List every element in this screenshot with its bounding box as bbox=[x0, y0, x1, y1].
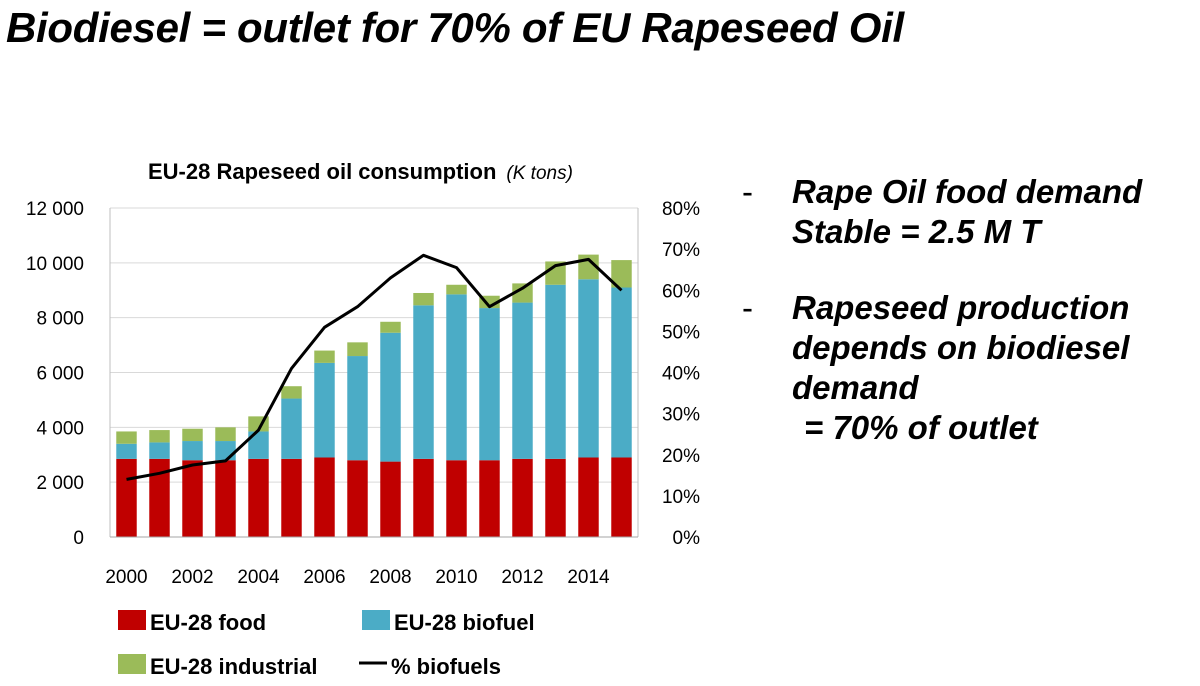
bar-eu-28-food bbox=[215, 460, 236, 537]
bar-eu-28-industrial bbox=[413, 292, 434, 306]
bar-eu-28-biofuel bbox=[578, 279, 599, 458]
bar-eu-28-industrial bbox=[611, 260, 632, 288]
y-tick-label: 6 000 bbox=[36, 364, 84, 385]
y2-tick-label: 30% bbox=[662, 405, 700, 426]
legend-label: EU-28 food bbox=[150, 610, 266, 635]
bullet-line: Stable = 2.5 M T bbox=[792, 213, 1041, 250]
bar-eu-28-biofuel bbox=[347, 356, 368, 461]
bullet-dash: - bbox=[742, 173, 753, 210]
bullet-dash: - bbox=[742, 289, 753, 326]
bar-eu-28-biofuel bbox=[611, 287, 632, 458]
bullet-line: Rapeseed production bbox=[792, 289, 1130, 326]
bar-eu-28-industrial bbox=[149, 430, 170, 443]
bar-eu-28-industrial bbox=[446, 284, 467, 295]
chart-title-text: EU-28 Rapeseed oil consumption bbox=[148, 159, 496, 184]
bar-eu-28-food bbox=[380, 461, 401, 537]
y2-tick-label: 60% bbox=[662, 281, 700, 302]
bar-eu-28-food bbox=[611, 457, 632, 537]
y2-tick-label: 80% bbox=[662, 199, 700, 220]
x-tick-label: 2012 bbox=[501, 567, 543, 588]
bar-eu-28-food bbox=[149, 458, 170, 537]
bar-eu-28-industrial bbox=[347, 342, 368, 357]
y-tick-label: 8 000 bbox=[36, 309, 84, 330]
bar-eu-28-food bbox=[545, 458, 566, 537]
y2-tick-label: 70% bbox=[662, 240, 700, 261]
bullet-line: demand bbox=[792, 369, 919, 406]
bar-eu-28-industrial bbox=[116, 431, 137, 444]
y2-tick-label: 10% bbox=[662, 487, 700, 508]
y2-tick-label: 20% bbox=[662, 446, 700, 467]
bar-eu-28-industrial bbox=[314, 350, 335, 363]
bar-eu-28-food bbox=[314, 457, 335, 537]
bar-eu-28-biofuel bbox=[281, 398, 302, 459]
bar-eu-28-biofuel bbox=[149, 442, 170, 459]
legend-swatch-eu-28-industrial bbox=[118, 654, 146, 674]
y2-tick-label: 40% bbox=[662, 364, 700, 385]
x-tick-label: 2000 bbox=[105, 567, 147, 588]
y2-tick-label: 0% bbox=[673, 528, 701, 549]
bar-eu-28-food bbox=[578, 457, 599, 537]
legend-label: EU-28 biofuel bbox=[394, 610, 535, 635]
bullet-line: = 70% of outlet bbox=[804, 409, 1038, 446]
bullet-line: Rape Oil food demand bbox=[792, 173, 1143, 210]
bar-eu-28-industrial bbox=[281, 386, 302, 399]
legend-swatch-eu-28-biofuel bbox=[362, 610, 390, 630]
y-tick-label: 4 000 bbox=[36, 418, 84, 439]
line-biofuel-share bbox=[126, 253, 623, 481]
bar-eu-28-food bbox=[413, 458, 434, 537]
x-tick-label: 2010 bbox=[435, 567, 477, 588]
bar-eu-28-biofuel bbox=[182, 441, 203, 461]
bar-eu-28-biofuel bbox=[512, 302, 533, 459]
x-tick-label: 2002 bbox=[171, 567, 213, 588]
legend-label: % biofuels bbox=[391, 654, 501, 679]
bar-eu-28-biofuel bbox=[545, 284, 566, 459]
y-tick-label: 10 000 bbox=[26, 254, 84, 275]
x-tick-label: 2006 bbox=[303, 567, 345, 588]
bar-eu-28-biofuel bbox=[479, 308, 500, 461]
x-tick-label: 2014 bbox=[567, 567, 610, 588]
y-tick-label: 12 000 bbox=[26, 199, 84, 220]
bullet-food-demand: - Rape Oil food demand Stable = 2.5 M T bbox=[742, 172, 1197, 252]
bar-eu-28-biofuel bbox=[446, 294, 467, 461]
bar-eu-28-biofuel bbox=[314, 362, 335, 458]
bar-eu-28-biofuel bbox=[380, 332, 401, 462]
bullet-list: - Rape Oil food demand Stable = 2.5 M T … bbox=[742, 172, 1197, 484]
y-tick-label: 2 000 bbox=[36, 473, 84, 494]
bar-eu-28-biofuel bbox=[116, 443, 137, 459]
bar-eu-28-industrial bbox=[512, 283, 533, 303]
bar-eu-28-food bbox=[281, 458, 302, 537]
bar-eu-28-biofuel bbox=[413, 305, 434, 459]
bar-eu-28-industrial bbox=[182, 428, 203, 442]
chart-title: EU-28 Rapeseed oil consumption (K tons) bbox=[148, 159, 573, 184]
bar-eu-28-food bbox=[446, 460, 467, 537]
bullet-production: - Rapeseed production depends on biodies… bbox=[742, 288, 1197, 448]
bar-eu-28-food bbox=[347, 460, 368, 537]
bar-eu-28-industrial bbox=[380, 321, 401, 333]
bar-eu-28-food bbox=[248, 458, 269, 537]
bullet-line: depends on biodiesel bbox=[792, 329, 1130, 366]
bar-eu-28-food bbox=[116, 458, 137, 537]
bar-eu-28-industrial bbox=[215, 427, 236, 442]
y-tick-label: 0 bbox=[73, 528, 84, 549]
x-tick-label: 2008 bbox=[369, 567, 411, 588]
slide-title: Biodiesel = outlet for 70% of EU Rapesee… bbox=[6, 4, 904, 51]
y2-tick-label: 50% bbox=[662, 322, 700, 343]
bar-eu-28-biofuel bbox=[248, 431, 269, 459]
bar-eu-28-biofuel bbox=[215, 441, 236, 461]
bar-eu-28-food bbox=[512, 458, 533, 537]
bar-eu-28-food bbox=[182, 460, 203, 537]
chart-subtitle: (K tons) bbox=[506, 163, 573, 184]
bar-eu-28-food bbox=[479, 460, 500, 537]
x-tick-label: 2004 bbox=[237, 567, 280, 588]
legend-label: EU-28 industrial bbox=[150, 654, 317, 679]
legend-swatch-eu-28-food bbox=[118, 610, 146, 630]
